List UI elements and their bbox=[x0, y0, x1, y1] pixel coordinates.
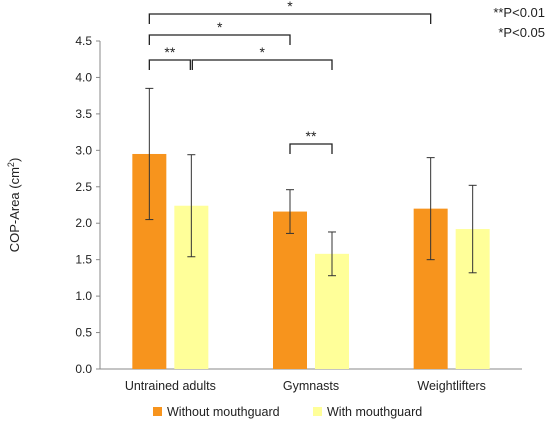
error-bar bbox=[426, 157, 435, 261]
y-tick-label: 2.0 bbox=[75, 216, 92, 230]
bars bbox=[132, 153, 490, 369]
error-bar bbox=[328, 231, 336, 277]
error-bar bbox=[286, 189, 294, 234]
note-p001: **P<0.01 bbox=[493, 5, 545, 20]
y-tick-label: 3.0 bbox=[75, 143, 92, 157]
y-tick-label: 2.5 bbox=[75, 180, 92, 194]
significance-label: * bbox=[287, 0, 293, 14]
error-bar bbox=[187, 154, 196, 258]
note-p005: *P<0.05 bbox=[498, 25, 545, 40]
significance-bracket: ** bbox=[148, 44, 191, 70]
significance-bracket: * bbox=[148, 0, 432, 24]
axes bbox=[99, 41, 522, 370]
legend: Without mouthguard With mouthguard bbox=[153, 405, 422, 419]
significance-label: ** bbox=[164, 44, 175, 60]
error-bar bbox=[468, 184, 477, 274]
y-tick-label: 4.5 bbox=[75, 34, 92, 48]
y-tick-label: 0.5 bbox=[75, 326, 92, 340]
y-tick-label: 4.0 bbox=[75, 70, 92, 84]
y-tick-label: 1.0 bbox=[75, 289, 92, 303]
significance-bracket: * bbox=[191, 44, 333, 70]
category-labels: Untrained adults Gymnasts Weightlifters bbox=[125, 379, 486, 393]
significance-bracket: ** bbox=[289, 128, 333, 154]
error-bars bbox=[145, 87, 477, 277]
legend-swatch-with-mouthguard bbox=[313, 407, 322, 416]
category-label-gymnasts: Gymnasts bbox=[283, 379, 339, 393]
legend-label-without-mouthguard: Without mouthguard bbox=[167, 405, 280, 419]
significance-brackets: **** *** bbox=[148, 0, 432, 154]
y-tick-label: 1.5 bbox=[75, 253, 92, 267]
significance-label: * bbox=[217, 19, 223, 35]
category-label-weightlifters: Weightlifters bbox=[417, 379, 486, 393]
y-axis-label: COP-Area (cm2) bbox=[6, 158, 22, 253]
significance-bracket: * bbox=[148, 19, 291, 45]
legend-swatch-without-mouthguard bbox=[153, 407, 162, 416]
y-tick-labels: 0.0 0.5 1.0 1.5 2.0 2.5 3.0 3.5 4.0 4.5 bbox=[75, 34, 100, 376]
category-label-untrained-adults: Untrained adults bbox=[125, 379, 216, 393]
y-tick-label: 0.0 bbox=[75, 362, 92, 376]
y-tick-label: 3.5 bbox=[75, 107, 92, 121]
bar-gymnasts-without-mouthguard bbox=[273, 211, 307, 369]
significance-label: ** bbox=[306, 128, 317, 144]
legend-label-with-mouthguard: With mouthguard bbox=[327, 405, 422, 419]
significance-label: * bbox=[259, 44, 265, 60]
error-bar bbox=[145, 87, 154, 221]
